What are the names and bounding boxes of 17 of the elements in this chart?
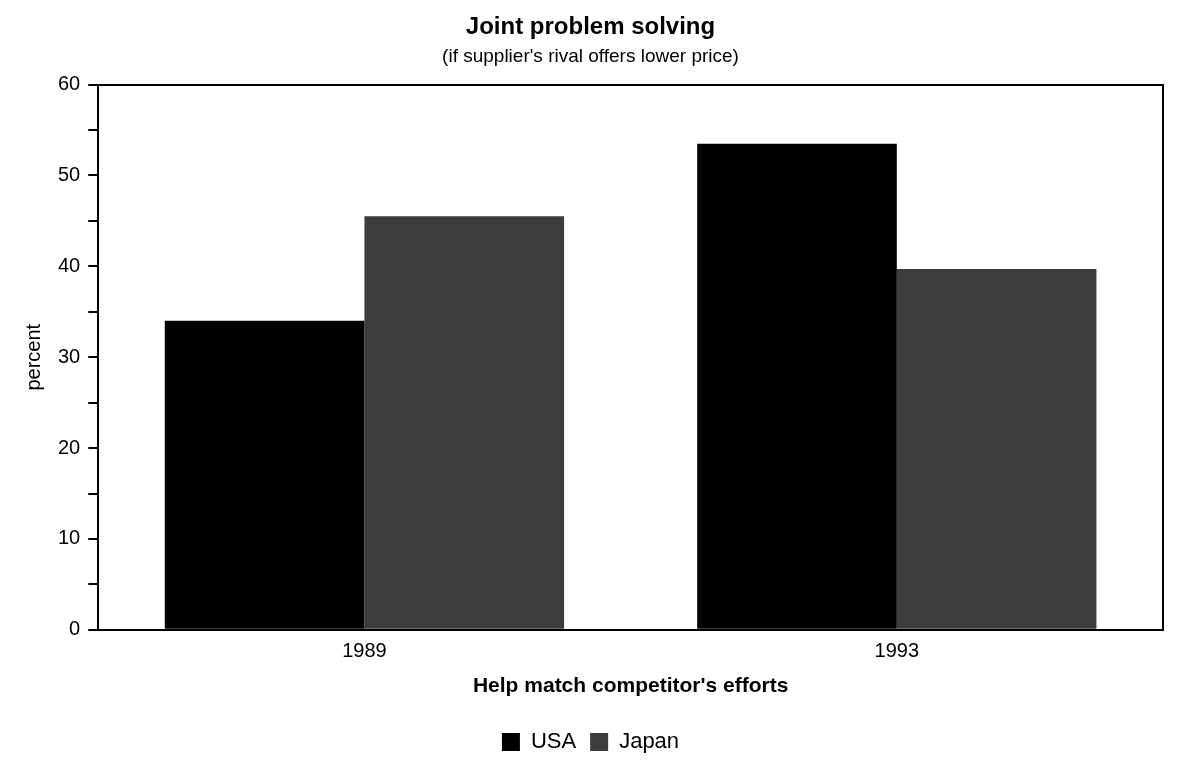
legend-label: Japan	[619, 728, 680, 754]
bar	[896, 269, 1097, 629]
chart-subtitle: (if supplier's rival offers lower price)	[442, 45, 739, 67]
bar	[364, 216, 565, 629]
y-tick-label: 0	[69, 617, 81, 640]
y-tick-label: 50	[58, 162, 81, 185]
y-axis-title: percent	[21, 323, 44, 391]
y-tick-label: 10	[58, 526, 81, 549]
x-tick-label: 1989	[342, 639, 387, 662]
chart-title: Joint problem solving	[465, 12, 716, 40]
x-axis-title: Help match competitor's efforts	[472, 673, 789, 697]
x-tick-label: 1993	[874, 639, 920, 662]
y-tick-label: 20	[58, 435, 81, 458]
y-tick-label: 40	[58, 253, 81, 276]
y-tick-label: 30	[58, 344, 81, 367]
y-tick-label: 60	[58, 72, 81, 95]
legend-label: USA	[530, 728, 577, 754]
